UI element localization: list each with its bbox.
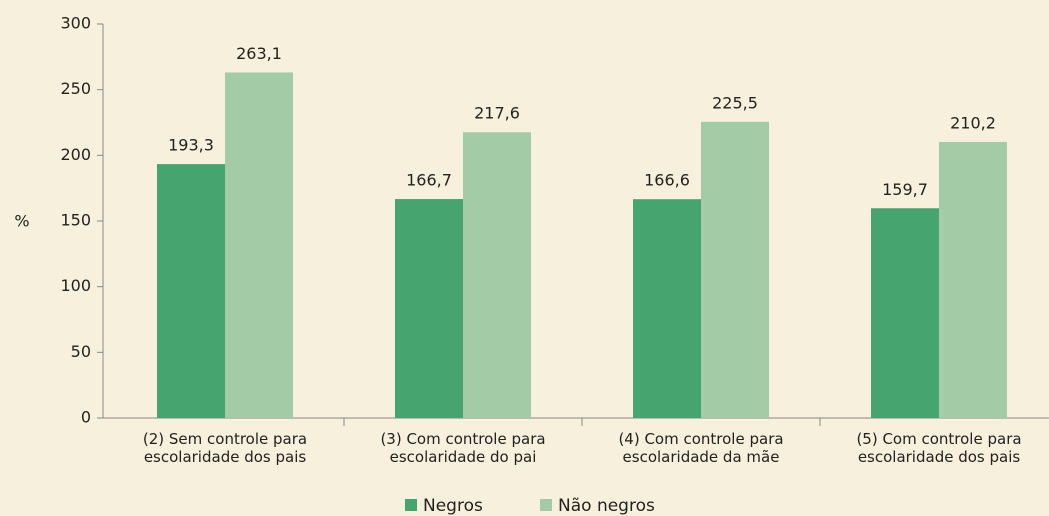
value-label: 225,5 — [712, 93, 758, 112]
bar — [871, 208, 939, 418]
value-label: 166,6 — [644, 171, 690, 190]
y-axis-label: % — [14, 212, 29, 231]
bar — [395, 199, 463, 418]
value-label: 166,7 — [406, 171, 452, 190]
value-label: 193,3 — [168, 136, 214, 155]
bar — [939, 141, 1007, 419]
y-tick-label: 100 — [60, 276, 91, 295]
x-tick-label: (5) Com controle para escolaridade dos p… — [856, 430, 1022, 466]
bar — [633, 199, 701, 418]
x-tick-label: (4) Com controle para escolaridade da mã… — [618, 430, 784, 466]
y-tick-label: 250 — [60, 79, 91, 98]
value-label: 210,2 — [950, 113, 996, 132]
legend-label: Negros — [423, 496, 483, 516]
value-label: 217,6 — [474, 104, 520, 123]
legend-swatch — [405, 499, 417, 511]
bar — [225, 72, 293, 418]
bar — [157, 164, 225, 418]
y-tick-label: 0 — [81, 408, 91, 427]
value-label: 159,7 — [882, 180, 928, 199]
y-tick-label: 150 — [60, 211, 91, 230]
value-label: 263,1 — [236, 44, 282, 63]
legend-label: Não negros — [558, 496, 655, 516]
y-tick-label: 200 — [60, 145, 91, 164]
y-tick-label: 50 — [71, 342, 91, 361]
bar — [701, 121, 769, 419]
legend-swatch — [540, 499, 552, 511]
y-tick-label: 300 — [60, 14, 91, 33]
x-tick-label: (3) Com controle para escolaridade do pa… — [380, 430, 546, 466]
bar — [463, 132, 531, 418]
x-tick-label: (2) Sem controle para escolaridade dos p… — [142, 430, 308, 466]
